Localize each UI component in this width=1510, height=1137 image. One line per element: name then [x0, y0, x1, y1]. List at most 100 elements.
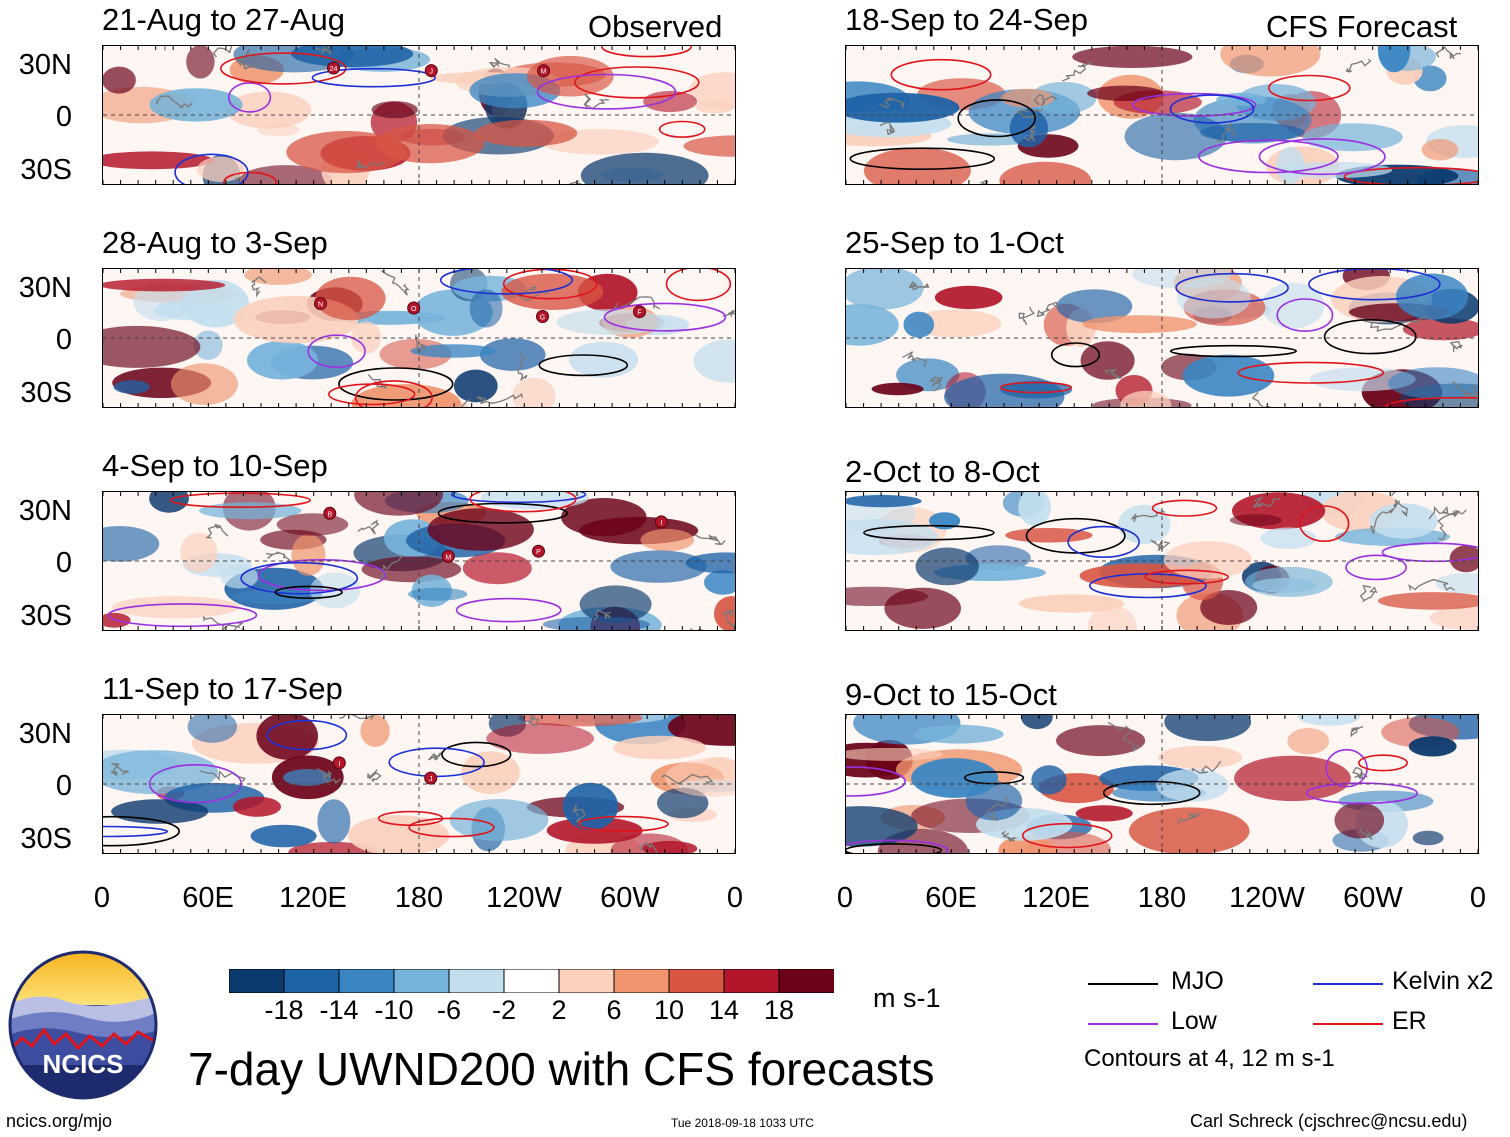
observed-header: Observed: [588, 9, 723, 44]
wind-anomaly-shading: [1117, 504, 1171, 544]
coastline: [428, 751, 444, 761]
coastline: [1251, 496, 1281, 508]
wind-anomaly-shading: [1075, 805, 1133, 822]
coastline: [339, 715, 375, 720]
wind-anomaly-shading: [903, 311, 935, 338]
wind-anomaly-shading: [186, 46, 215, 79]
wind-anomaly-shading: [1276, 147, 1305, 184]
lat-label: 30S: [20, 377, 72, 409]
coastline: [1107, 721, 1140, 753]
colorbar: [229, 969, 834, 993]
wind-anomaly-shading: [247, 340, 318, 380]
wind-anomaly-shading: [1377, 592, 1478, 610]
coastline: [1001, 830, 1018, 842]
wind-anomaly-shading: [689, 72, 735, 109]
tropical-cyclone-label: M: [445, 554, 451, 561]
colorbar-swatch: [558, 969, 615, 993]
wind-anomaly-shading: [704, 570, 735, 595]
coastline: [879, 121, 896, 136]
coastline: [1216, 123, 1235, 143]
wind-anomaly-shading: [1229, 514, 1282, 527]
wind-anomaly-shading: [1056, 725, 1146, 757]
coastline: [1023, 125, 1038, 142]
filtered-wave-contour: [1169, 344, 1298, 358]
lat-label: 30N: [18, 718, 72, 750]
wind-anomaly-shading: [283, 769, 332, 786]
filtered-wave-contour: [1385, 396, 1478, 407]
coastline: [373, 554, 404, 580]
filtered-wave-contour: [469, 492, 577, 513]
filtered-wave-contour: [538, 354, 629, 377]
colorbar-swatch: [668, 969, 725, 993]
wind-anomaly-shading: [512, 377, 556, 407]
wind-anomaly-shading: [1164, 715, 1252, 742]
coastline: [722, 309, 735, 318]
filtered-wave-contour: [1267, 74, 1351, 102]
coastline: [367, 374, 387, 390]
tropical-cyclone-marker: O: [407, 301, 421, 315]
wind-anomaly-shading: [562, 782, 619, 831]
colorbar-swatch: [613, 969, 670, 993]
wind-anomaly-shading: [1082, 315, 1197, 334]
wind-anomaly-shading: [1182, 354, 1275, 397]
tropical-cyclone-label: G: [540, 315, 545, 322]
wind-anomaly-shading: [643, 90, 697, 113]
lon-label: 120W: [1229, 882, 1305, 914]
colorbar-swatch: [393, 969, 450, 993]
coastline: [265, 551, 290, 562]
tropical-cyclone-marker: J: [424, 64, 438, 78]
wind-anomaly-shading: [149, 88, 243, 122]
filtered-wave-contour: [1144, 569, 1229, 585]
wind-anomaly-shading: [103, 151, 214, 170]
coastline: [367, 769, 382, 782]
coastline: [1435, 46, 1461, 60]
lat-label: 30N: [18, 49, 72, 81]
panel-title-1: 21-Aug to 27-Aug: [102, 2, 346, 37]
tropical-cyclone-label: F: [637, 310, 641, 317]
tropical-cyclone-label: J: [429, 776, 433, 783]
filtered-wave-contour: [536, 73, 677, 110]
coastline: [380, 270, 410, 296]
legend-er-line: [1313, 1023, 1383, 1025]
coastline: [316, 768, 341, 784]
wind-anomaly-shading: [1200, 590, 1258, 625]
wind-anomaly-shading: [1018, 492, 1051, 526]
wind-anomaly-shading: [351, 321, 382, 354]
wind-anomaly-shading: [1388, 367, 1478, 399]
colorbar-swatch: [723, 969, 780, 993]
filtered-wave-contour: [240, 561, 359, 595]
wind-anomaly-shading: [103, 66, 136, 94]
wind-anomaly-shading: [1220, 46, 1321, 77]
coastline: [251, 276, 267, 298]
wind-anomaly-shading: [233, 46, 355, 73]
coastline: [1437, 509, 1467, 541]
wind-anomaly-shading: [896, 358, 960, 392]
filtered-wave-contour: [455, 597, 562, 623]
wind-anomaly-shading: [103, 325, 201, 368]
wind-anomaly-shading: [1158, 745, 1243, 769]
wind-anomaly-shading: [360, 715, 390, 747]
coastline: [583, 93, 609, 110]
coastline: [879, 97, 905, 109]
wind-anomaly-shading: [846, 747, 943, 761]
filtered-wave-contour: [1050, 342, 1101, 368]
filtered-wave-contour: [1175, 272, 1289, 303]
coastline: [155, 95, 193, 108]
lon-label: 120W: [486, 882, 562, 914]
wind-anomaly-shading: [1234, 755, 1351, 802]
footer-author: Carl Schreck (cjschrec@ncsu.edu): [1190, 1111, 1468, 1131]
colorbar-units: m s-1: [873, 983, 941, 1013]
coastline: [1408, 578, 1455, 591]
filtered-wave-contour: [274, 585, 343, 600]
colorbar-tick-label: 10: [653, 995, 685, 1025]
wind-anomaly-shading: [226, 91, 312, 129]
colorbar-swatch: [503, 969, 560, 993]
wind-anomaly-shading: [410, 344, 497, 358]
wind-anomaly-shading: [863, 147, 971, 184]
wind-anomaly-shading: [846, 304, 899, 346]
wind-anomaly-shading: [911, 758, 999, 798]
colorbar-swatch: [338, 969, 395, 993]
tropical-cyclone-marker: N: [314, 297, 327, 310]
colorbar-tick-label: 14: [708, 995, 740, 1025]
lon-label: 180: [394, 882, 444, 914]
